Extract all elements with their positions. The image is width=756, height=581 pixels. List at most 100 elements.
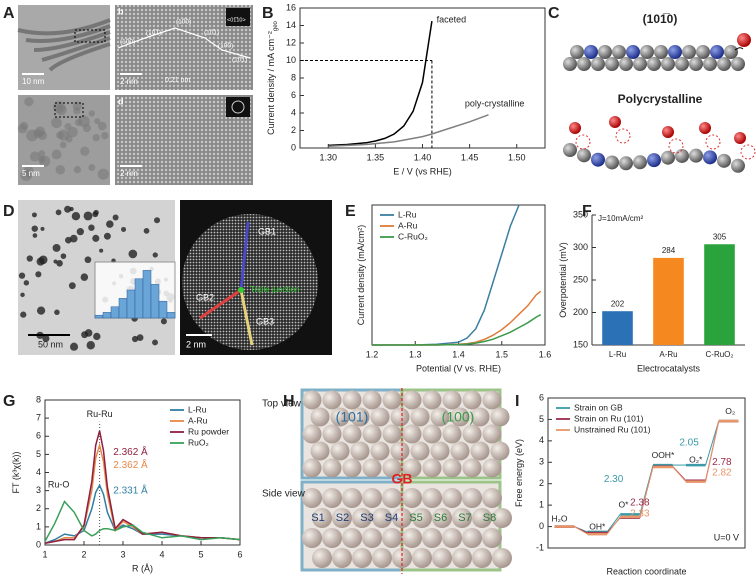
series-label: faceted [437,15,467,25]
histogram-bar [102,312,112,319]
atom [482,424,502,444]
y-tick-label: 4 [291,107,296,117]
particle [38,150,46,158]
annotation: Ru-Ru [87,409,113,419]
atom [731,158,745,173]
atom [482,488,502,508]
y-axis-label: Overpotential (mV) [558,242,568,318]
legend-label: L-Ru [188,404,207,414]
particle [78,115,90,128]
particle [80,146,90,156]
histogram-bar [166,312,176,319]
x-tick-label: C-RuO₂ [706,350,734,359]
atom [482,528,502,548]
bar-value-label: 202 [611,299,625,308]
y-tick-label: 3 [539,457,544,467]
particle [35,271,42,278]
atom [352,508,372,528]
x-tick-label: 6 [237,549,242,559]
atom [382,390,402,410]
oxygen [699,122,711,134]
y-tick-label: 300 [573,242,588,252]
y-tick-label: 0 [36,539,41,549]
plot-frame [547,397,746,549]
legend-label: L-Ru [398,209,417,219]
y-tick-label: 350 [573,209,588,219]
atom [382,424,402,444]
atom [591,57,605,71]
particle [35,126,46,137]
bar-value-label: 284 [662,246,676,255]
y-tick-label: 5 [36,449,41,459]
level-connector [705,420,720,466]
atom [563,143,577,157]
atom [492,548,512,568]
level-connector [705,421,720,482]
atom [619,57,633,71]
atom [432,548,452,568]
intermediate-label: H₂O [551,513,567,523]
x-tick-label: 1.45 [461,152,479,162]
particle [80,273,89,281]
particle [55,165,66,175]
y-tick-label: 0 [291,142,296,152]
y-tick-label: 0 [539,521,544,531]
atom [470,407,490,427]
particle [54,309,60,316]
particle [23,280,30,286]
peak-label: 2.362 Å [113,458,148,471]
atom [402,528,422,548]
legend-label: C-RuO₂ [398,231,428,241]
panel-label: B [262,5,274,22]
scale-bar-label: 10 nm [22,77,45,86]
legend-label: Unstrained Ru (101) [574,424,651,434]
atom [577,57,591,71]
boundary [199,288,242,320]
level-connector [639,466,654,518]
x-tick-label: A-Ru [659,350,677,359]
particle [51,117,62,129]
particle [53,259,58,264]
atom [402,424,422,444]
atom [442,390,462,410]
vacancy [705,134,721,150]
x-axis-label: R (Å) [132,563,153,573]
atom [584,45,598,59]
y-tick-label: 250 [573,274,588,284]
oxygen [734,132,746,144]
atom [370,441,390,461]
atom [322,528,342,548]
atom [350,441,370,461]
particle [56,131,64,139]
intermediate-label: OOH* [652,450,675,460]
atom [675,57,689,71]
fft-inset [226,8,250,26]
y-tick-label: 16 [286,2,296,12]
y-axis-label: Free energy (eV) [514,439,524,507]
y-tick-label: 6 [36,431,41,441]
particle [29,151,41,162]
facet-label: (10̅0) [176,18,191,26]
atom [472,548,492,568]
atom [626,45,640,59]
site-label: S1 [311,512,324,524]
atom [422,424,442,444]
particle [56,260,63,267]
y-tick-label: 4 [36,467,41,477]
y-tick-label: 2 [291,125,296,135]
step-label: 2.33 [630,508,650,519]
nanoparticle [182,214,318,350]
nanowire [48,42,111,72]
atom [390,407,410,427]
atom [382,528,402,548]
zone-label: <01̅10> [227,16,246,23]
particle [88,110,95,117]
particle [76,228,84,236]
atom [450,407,470,427]
atom [442,424,462,444]
atom [442,488,462,508]
atom [462,390,482,410]
particle [99,248,104,253]
zoom-box [54,102,84,118]
nanowire [17,18,111,36]
